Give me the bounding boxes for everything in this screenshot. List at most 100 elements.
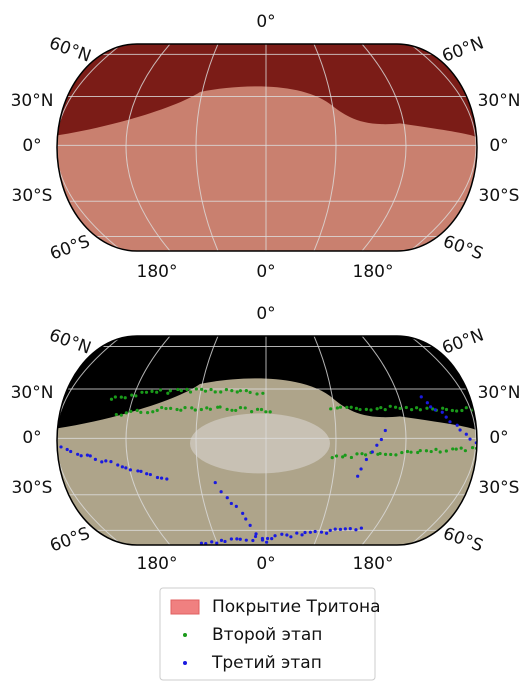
track-dot	[314, 530, 317, 533]
track-dot	[295, 531, 298, 534]
track-dot	[455, 448, 458, 451]
track-dot	[300, 533, 303, 536]
meridian-label: 0°	[256, 304, 275, 324]
track-dot	[320, 531, 323, 534]
track-dot	[116, 463, 119, 466]
track-dot	[80, 454, 83, 457]
track-dot	[369, 408, 372, 411]
track-dot	[269, 410, 272, 413]
track-dot	[389, 405, 392, 408]
track-dot	[465, 406, 468, 409]
track-dot	[336, 406, 339, 409]
track-dot	[136, 469, 139, 472]
track-dot	[149, 473, 152, 476]
parallel-label: 30°S	[12, 478, 53, 498]
track-dot	[460, 409, 463, 412]
track-dot	[451, 447, 454, 450]
track-dot	[289, 535, 292, 538]
track-dot	[376, 407, 379, 410]
parallel-label: 30°N	[478, 91, 521, 111]
meridian-label: 180°	[353, 262, 394, 282]
track-dot	[204, 390, 207, 393]
track-dot	[356, 475, 359, 478]
track-dot	[415, 406, 418, 409]
meridian-label: 180°	[137, 554, 178, 574]
track-dot	[230, 502, 233, 505]
track-dot	[76, 453, 79, 456]
parallel-label: 30°N	[11, 91, 54, 111]
track-dot	[358, 408, 361, 411]
track-dot	[225, 388, 228, 391]
track-dot	[175, 408, 178, 411]
track-dot	[190, 406, 193, 409]
track-dot	[124, 396, 127, 399]
track-dot	[255, 392, 258, 395]
track-dot	[121, 465, 124, 468]
track-dot	[371, 450, 374, 453]
track-dot	[266, 537, 269, 540]
track-dot	[355, 407, 358, 410]
track-dot	[145, 391, 148, 394]
track-dot	[445, 408, 448, 411]
track-dot	[239, 389, 242, 392]
track-dot	[303, 531, 306, 534]
track-dot	[219, 390, 222, 393]
track-dot	[136, 409, 139, 412]
legend-label: Покрытие Тритона	[212, 597, 381, 617]
track-dot	[110, 398, 113, 401]
track-dot	[475, 408, 478, 411]
track-dot	[419, 449, 422, 452]
track-dot	[169, 389, 172, 392]
track-dot	[325, 532, 328, 535]
track-dot	[448, 420, 451, 423]
track-dot	[354, 528, 357, 531]
track-dot	[104, 459, 107, 462]
track-dot	[146, 411, 149, 414]
track-dot	[394, 453, 397, 456]
track-dot	[124, 466, 127, 469]
parallel-label: 60°S	[47, 524, 92, 557]
track-dot	[230, 389, 233, 392]
track-dot	[235, 537, 238, 540]
parallel-label: 0°	[22, 136, 41, 156]
figure: 0°60°N30°N0°30°S60°S60°N30°N0°30°S60°S18…	[0, 0, 528, 682]
track-dot	[384, 408, 387, 411]
track-dot	[109, 460, 112, 463]
parallel-label: 60°N	[439, 33, 486, 66]
track-dot	[245, 539, 248, 542]
track-dot	[270, 547, 273, 550]
track-dot	[334, 527, 337, 530]
track-dot	[69, 450, 72, 453]
track-dot	[134, 394, 137, 397]
track-dot	[239, 406, 242, 409]
track-dot	[250, 410, 253, 413]
track-dot	[200, 408, 203, 411]
track-dot	[245, 389, 248, 392]
track-dot	[176, 388, 179, 391]
meridian-label: 180°	[353, 554, 394, 574]
track-dot	[251, 539, 254, 542]
track-dot	[280, 533, 283, 536]
track-dot	[264, 410, 267, 413]
track-dot	[165, 477, 168, 480]
parallel-label: 30°N	[11, 383, 54, 403]
track-dot	[344, 527, 347, 530]
track-dot	[169, 407, 172, 410]
track-dot	[160, 406, 163, 409]
track-dot	[451, 409, 454, 412]
track-dot	[235, 505, 238, 508]
meridian-label: 180°	[137, 262, 178, 282]
track-dot	[120, 414, 123, 417]
track-dot	[405, 406, 408, 409]
legend-label: Второй этап	[212, 625, 322, 645]
track-dot	[220, 539, 223, 542]
track-dot	[159, 388, 162, 391]
track-dot	[166, 392, 169, 395]
track-dot	[244, 406, 247, 409]
track-dot	[261, 538, 264, 541]
parallel-label: 60°N	[46, 325, 93, 358]
track-dot	[273, 534, 276, 537]
track-dot	[460, 447, 463, 450]
track-dot	[410, 408, 413, 411]
track-dot	[140, 391, 143, 394]
